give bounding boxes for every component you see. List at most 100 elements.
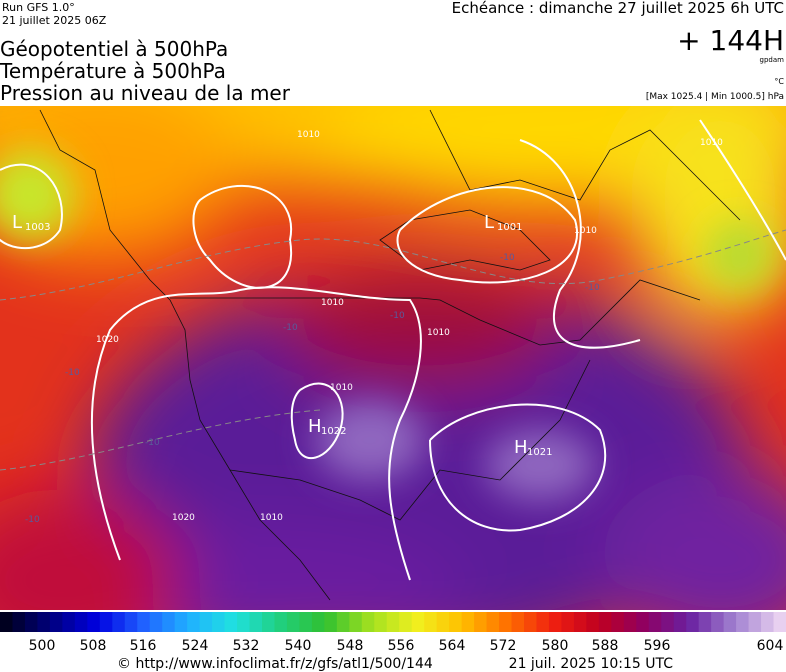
colorbar-swatch [686, 612, 700, 632]
colorbar-swatch [573, 612, 587, 632]
colorbar-swatch [237, 612, 251, 632]
colorbar-swatch [74, 612, 88, 632]
colorbar-swatch [748, 612, 762, 632]
isotherm-label: -10 [65, 368, 80, 378]
colorbar-label: 588 [592, 638, 619, 654]
isobar-label: 1010 [297, 130, 320, 140]
colorbar-swatch [586, 612, 600, 632]
isotherm-label: -10 [145, 438, 160, 448]
isobar-label: 1010 [321, 298, 344, 308]
colorbar-swatch [37, 612, 51, 632]
pressure-center-value: 1021 [527, 447, 552, 458]
pressure-center-kind: H [308, 416, 322, 437]
colorbar-swatch [486, 612, 500, 632]
colorbar-swatch [12, 612, 26, 632]
colorbar-label: 564 [439, 638, 466, 654]
unit-geo: gpdam [760, 56, 785, 64]
colorbar-swatch [611, 612, 625, 632]
colorbar-swatch [62, 612, 76, 632]
colorbar-swatch [286, 612, 300, 632]
colorbar-swatch [87, 612, 101, 632]
pressure-center-kind: H [514, 437, 528, 458]
title-line: Géopotentiel à 500hPa [0, 37, 228, 61]
colorbar-label: 604 [757, 638, 784, 654]
colorbar-swatch [49, 612, 63, 632]
colorbar-label: 524 [182, 638, 209, 654]
footer-url: © http://www.infoclimat.fr/z/gfs/atl1/50… [117, 656, 433, 672]
colorbar-label: 580 [542, 638, 569, 654]
colorbar-swatch [698, 612, 712, 632]
pressure-center-kind: L [12, 212, 22, 233]
colorbar-swatch [648, 612, 662, 632]
colorbar-label: 508 [80, 638, 107, 654]
colorbar-swatch [474, 612, 488, 632]
colorbar-swatch [436, 612, 450, 632]
colorbar-swatch [187, 612, 201, 632]
colorbar-label: 596 [644, 638, 671, 654]
colorbar-swatch [711, 612, 725, 632]
colorbar-swatch [511, 612, 525, 632]
colorbar-swatch [773, 612, 786, 632]
isotherm-label: -10 [390, 311, 405, 321]
lead-time: + 144H [677, 24, 784, 57]
title-line: Pression au niveau de la mer [0, 81, 291, 105]
isobar-label: 1010 [330, 383, 353, 393]
colorbar-swatch [499, 612, 513, 632]
colorbar-swatch [386, 612, 400, 632]
colorbar-swatch [174, 612, 188, 632]
colorbar-swatch [262, 612, 275, 632]
pressure-center-value: 1003 [25, 222, 50, 233]
colorbar-swatch [162, 612, 176, 632]
colorbar-swatch [761, 612, 775, 632]
colorbar-swatch [311, 612, 325, 632]
colorbar-label: 500 [29, 638, 56, 654]
colorbar-swatch [673, 612, 687, 632]
isotherm-label: -10 [25, 515, 40, 525]
colorbar-swatch [199, 612, 213, 632]
colorbar-swatch [149, 612, 163, 632]
title-line: Température à 500hPa [0, 59, 226, 83]
isobar-label: 1010 [260, 513, 283, 523]
colorbar-swatch [411, 612, 425, 632]
isobar-label: 1010 [427, 328, 450, 338]
pressure-range: [Max 1025.4 | Min 1000.5] hPa [646, 92, 784, 102]
isobar-label: 1020 [96, 335, 119, 345]
colorbar-swatch [137, 612, 151, 632]
colorbar-swatch [224, 612, 238, 632]
colorbar: 500 508 516 524 532 540 548 556 564 572 580 588 596 6… [0, 612, 786, 654]
colorbar-label: 532 [233, 638, 260, 654]
colorbar-swatch [736, 612, 750, 632]
unit-temp: °C [774, 77, 784, 86]
colorbar-label: 572 [490, 638, 517, 654]
isobar-label: 1020 [172, 513, 195, 523]
colorbar-swatch [449, 612, 463, 632]
colorbar-swatch [374, 612, 388, 632]
isobar-label: 1010 [574, 226, 597, 236]
footer-date: 21 juil. 2025 10:15 UTC [509, 656, 674, 672]
colorbar-swatch [324, 612, 338, 632]
isotherm-label: -10 [500, 253, 515, 263]
colorbar-swatch [361, 612, 375, 632]
colorbar-swatch [299, 612, 313, 632]
colorbar-label: 516 [130, 638, 157, 654]
colorbar-swatch [124, 612, 138, 632]
colorbar-swatch [536, 612, 550, 632]
colorbar-swatch [212, 612, 226, 632]
colorbar-swatch [24, 612, 38, 632]
colorbar-swatch [661, 612, 675, 632]
colorbar-swatch [274, 612, 288, 632]
colorbar-swatch [461, 612, 475, 632]
valid-time: Echéance : dimanche 27 juillet 2025 6h U… [452, 0, 784, 17]
colorbar-swatch [636, 612, 650, 632]
colorbar-swatch [249, 612, 263, 632]
isobar-label: 1010 [700, 138, 723, 148]
pressure-center-value: 1022 [321, 426, 346, 437]
map [0, 106, 786, 610]
colorbar-label: 548 [337, 638, 364, 654]
colorbar-swatch [623, 612, 637, 632]
run-label: Run GFS 1.0° [2, 1, 75, 14]
colorbar-swatch [336, 612, 350, 632]
